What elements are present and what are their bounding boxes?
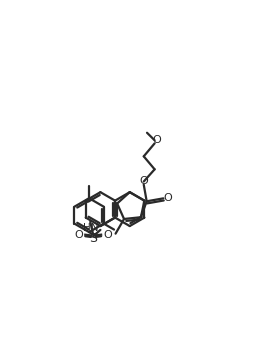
Text: O: O — [164, 193, 172, 203]
Text: S: S — [89, 232, 97, 245]
Text: O: O — [153, 135, 161, 145]
Text: O: O — [104, 231, 112, 240]
Text: O: O — [74, 231, 83, 240]
Text: O: O — [139, 176, 148, 186]
Text: HN: HN — [83, 223, 99, 233]
